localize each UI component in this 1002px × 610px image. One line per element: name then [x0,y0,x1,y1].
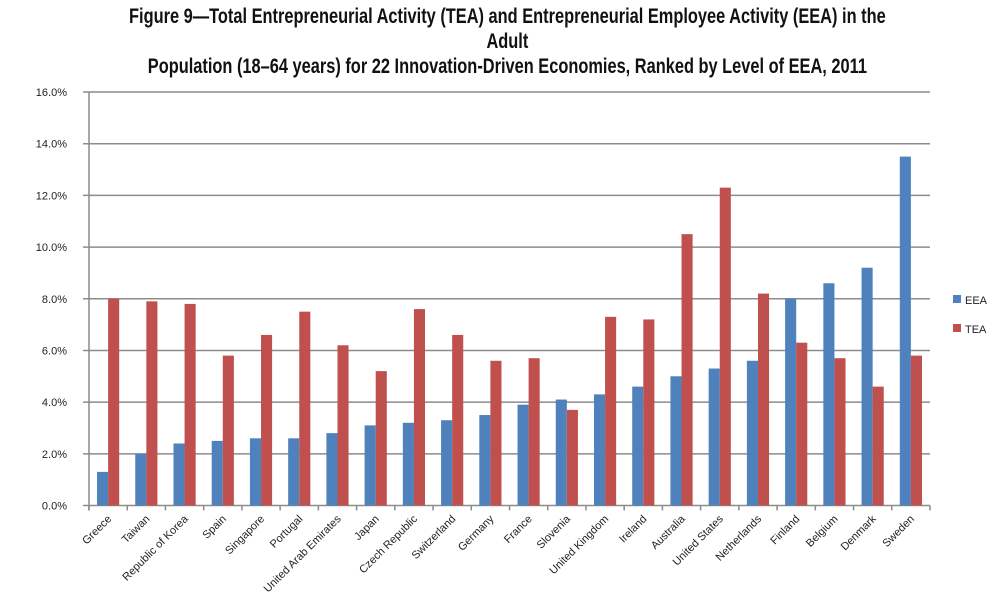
bar-tea [490,360,502,506]
bar-tea [299,311,311,506]
bar-tea [375,371,387,506]
y-tick-label: 6.0% [42,345,67,357]
bar-eea [593,394,606,506]
y-tick-label: 2.0% [42,449,67,461]
bar-tea [566,409,578,506]
x-tick-label: Singapore [223,513,267,557]
bar-eea [670,376,682,506]
bar-tea [528,358,540,506]
bar-tea [184,303,196,506]
x-tick-label: Slovenia [535,513,574,552]
bar-eea [211,440,223,506]
bar-eea [97,471,109,506]
bar-eea [517,404,529,506]
x-tick-label: Spain [201,513,229,541]
bar-eea [173,443,185,506]
y-tick-label: 10.0% [36,242,67,254]
bar-eea [746,360,758,506]
bar-tea [337,345,349,506]
bar-eea [861,267,873,506]
y-tick-label: 4.0% [42,397,67,409]
x-tick-label: Greece [80,513,114,547]
bar-tea [910,355,922,506]
x-tick-label: Belgium [804,513,841,550]
chart-title: Figure 9—Total Entrepreneurial Activity … [117,4,899,79]
x-tick-label: Germany [456,513,497,554]
bar-tea [222,355,234,506]
y-tick-label: 8.0% [42,294,67,306]
x-tick-label: Finland [768,513,802,547]
bar-eea [632,386,644,506]
bar-eea [249,438,262,506]
bar-tea [834,358,846,506]
bar-eea [326,433,338,506]
legend-swatch-eea [953,295,961,303]
bar-tea [757,293,770,506]
bar-eea [288,438,300,506]
chart-title-line-1: Figure 9—Total Entrepreneurial Activity … [129,5,886,53]
x-tick-label: Sweden [880,513,917,550]
x-tick-label: United Arab Emirates [262,513,344,595]
y-tick-label: 14.0% [36,139,67,151]
bar-tea [413,309,426,506]
x-tick-label: Taiwan [120,513,153,546]
bar-eea [479,415,491,506]
bar-tea [796,342,808,506]
y-tick-label: 12.0% [36,190,67,202]
bar-tea [261,334,273,506]
bar-tea [452,334,464,506]
legend-label-eea: EEA [965,295,988,307]
bar-eea [899,156,911,506]
chart-title-line-2: Population (18–64 years) for 22 Innovati… [147,55,867,78]
bar-tea [681,234,693,506]
bar-eea [785,298,797,506]
bar-eea [708,368,720,506]
bar-eea [402,422,414,506]
y-tick-label: 0.0% [42,501,67,513]
x-tick-label: France [502,513,535,546]
bar-eea [441,420,453,506]
x-tick-label: Republic of Korea [120,513,191,584]
x-tick-label: Australia [649,513,688,552]
bar-eea [135,453,147,506]
bar-tea [719,187,731,506]
x-tick-label: Japan [352,513,382,543]
bar-eea [555,399,567,506]
bar-tea [108,298,120,506]
y-tick-label: 16.0% [36,87,67,99]
bar-tea [146,301,158,506]
legend-label-tea: TEA [965,324,987,336]
bar-eea [364,425,376,506]
legend-swatch-tea [953,324,961,332]
x-tick-label: Portugal [268,513,305,550]
bar-eea [823,283,835,506]
x-tick-label: Ireland [617,513,649,545]
x-tick-label: Denmark [839,513,879,553]
bar-tea [605,316,617,506]
bar-tea [872,386,884,506]
bar-tea [643,319,655,506]
